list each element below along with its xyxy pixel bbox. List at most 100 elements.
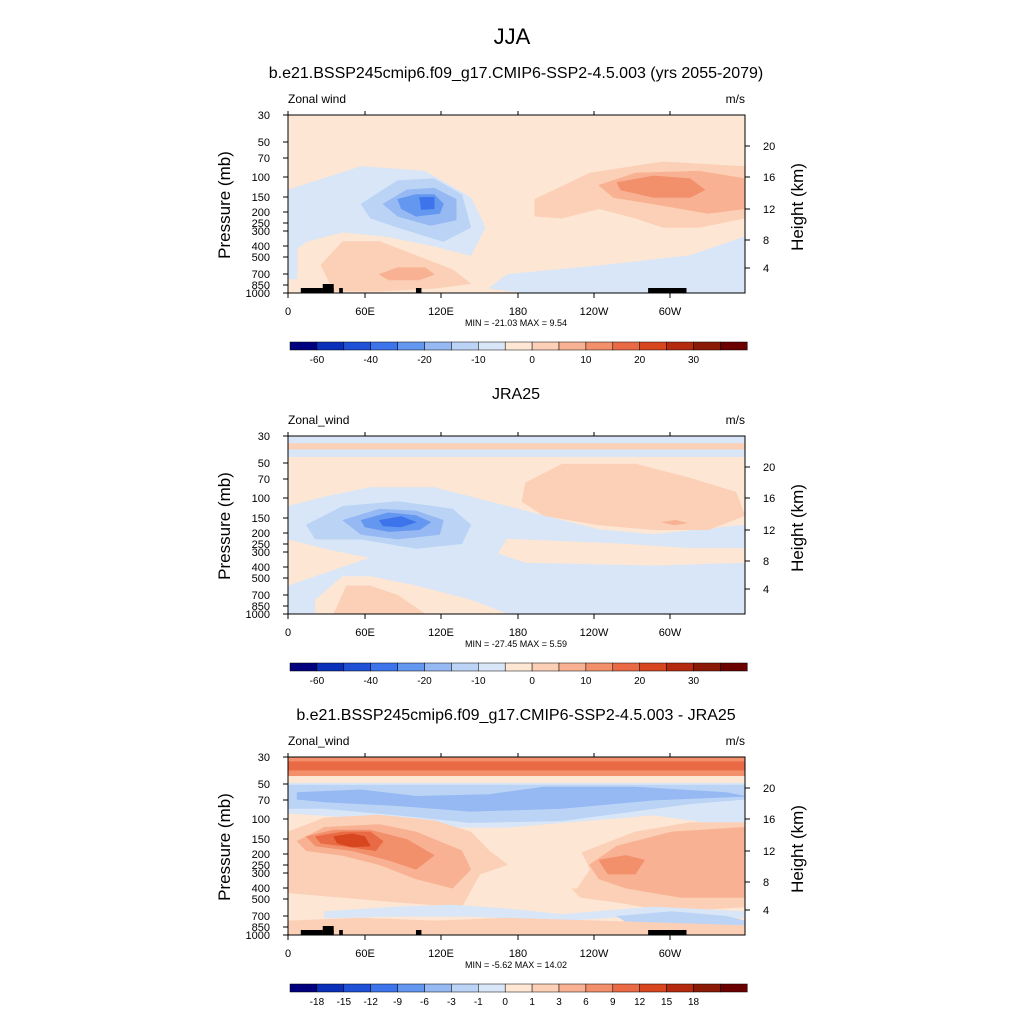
colorbar-swatch [451,983,479,993]
colorbar-tick-label: 1 [529,997,535,1008]
contour-region [488,236,745,293]
y-tick-label: 400 [252,883,270,895]
colorbar-swatch [612,341,640,351]
x-tick-label: 120E [428,627,454,639]
panel-2: JRA25 Zonal_wind m/s 0 60E 120E 180 120W 60W 30 50… [215,386,807,687]
colorbar-swatch [531,341,560,351]
colorbar-swatch [558,341,587,351]
height-tick-label: 8 [763,556,769,568]
contour-field [288,757,745,935]
x-tick-label: 60W [659,948,682,960]
colorbar-swatch [316,662,345,672]
colorbar-swatch [316,341,345,351]
contour-region [333,585,426,614]
x-tick-label: 120W [580,627,609,639]
plot-frame [287,756,746,936]
contour-region [497,538,745,566]
x-tick-label: 0 [285,627,291,639]
colorbar-swatch [585,662,614,672]
colorbar-swatch [612,983,640,993]
height-tick-label: 16 [763,814,775,826]
y-tick-label: 1000 [246,288,270,300]
y-axis-title: Pressure (mb) [215,151,234,259]
colorbar-tick-label: -10 [471,676,486,687]
contour-region [552,850,590,889]
colorbar-swatch [343,983,371,993]
colorbar-swatch [612,662,640,672]
min-max-stats: MIN = -21.03 MAX = 9.54 [465,318,567,328]
colorbar-swatch [720,341,748,351]
y-tick-label: 150 [252,834,270,846]
x-tick-label: 180 [509,948,527,960]
panel-left-label: Zonal_wind [288,413,349,427]
colorbar-tick-label: 18 [688,997,700,1008]
panel-left-label: Zonal_wind [288,734,349,748]
topography-mask [415,288,422,293]
y-tick-label: 150 [252,513,270,525]
right-axis-title: Height (km) [788,805,807,893]
y-tick-label: 30 [258,110,270,122]
colorbar-swatch [478,341,506,351]
colorbar-tick-label: 12 [634,997,646,1008]
height-tick-label: 20 [763,141,775,153]
colorbar-swatch [478,662,506,672]
y-tick-label: 150 [252,192,270,204]
colorbar-swatch [666,341,694,351]
colorbar-swatch [504,662,533,672]
y-tick-label: 850 [252,601,270,613]
panel-title: b.e21.BSSP245cmip6.f09_g17.CMIP6-SSP2-4.… [296,707,735,724]
topography-mask [339,930,343,935]
colorbar-tick-label: 10 [580,676,592,687]
colorbar-tick-label: 30 [688,355,700,366]
colorbar-swatch [289,662,318,672]
y-tick-label: 500 [252,573,270,585]
contour-region [379,516,417,528]
colorbar-swatch [693,662,721,672]
colorbar-swatch [424,662,452,672]
y-tick-label: 70 [258,795,270,807]
colorbar-tick-label: -6 [420,997,429,1008]
y-tick-label: 700 [252,911,270,923]
x-tick-label: 120W [580,948,609,960]
contour-region [419,197,435,210]
colorbar-swatch [558,983,587,993]
contour-region [296,786,745,812]
contour-region [589,826,745,898]
colorbar-swatch [370,341,398,351]
panel-title: JRA25 [492,386,540,403]
colorbar-tick-label: 3 [556,997,562,1008]
colorbar-swatch [504,983,533,993]
height-tick-label: 12 [763,204,775,216]
colorbar-swatch [370,662,398,672]
y-tick-label: 100 [252,814,270,826]
contour-region [379,267,435,281]
colorbar-swatch [693,341,721,351]
y-tick-label: 400 [252,562,270,574]
colorbar-swatch [451,341,479,351]
colorbar-tick-label: -1 [474,997,483,1008]
right-axis-title: Height (km) [788,163,807,251]
y-tick-label: 850 [252,280,270,292]
y-tick-label: 250 [252,539,270,551]
colorbar-tick-label: -60 [310,676,325,687]
colorbar-tick-label: -20 [417,676,432,687]
contour-region [288,236,298,280]
colorbar-tick-label: 9 [610,997,616,1008]
x-tick-label: 60E [355,306,375,318]
x-tick-label: 180 [509,306,527,318]
height-tick-label: 4 [763,905,769,917]
min-max-stats: MIN = -5.62 MAX = 14.02 [465,960,567,970]
colorbar-swatch [451,662,479,672]
contour-region [324,904,745,922]
contour-region [616,175,706,198]
x-tick-label: 120E [428,306,454,318]
colorbar-swatch [343,662,371,672]
plot-frame [287,435,746,615]
x-tick-label: 120W [580,306,609,318]
colorbar: -18 -15 -12 -9 -6 -3 -1 0 1 3 6 9 12 15 18 [289,983,748,1008]
contour-region [598,855,645,875]
colorbar-tick-label: 0 [529,355,535,366]
colorbar-tick-label: -40 [363,676,378,687]
contour-region [288,761,745,771]
y-tick-label: 200 [252,207,270,219]
